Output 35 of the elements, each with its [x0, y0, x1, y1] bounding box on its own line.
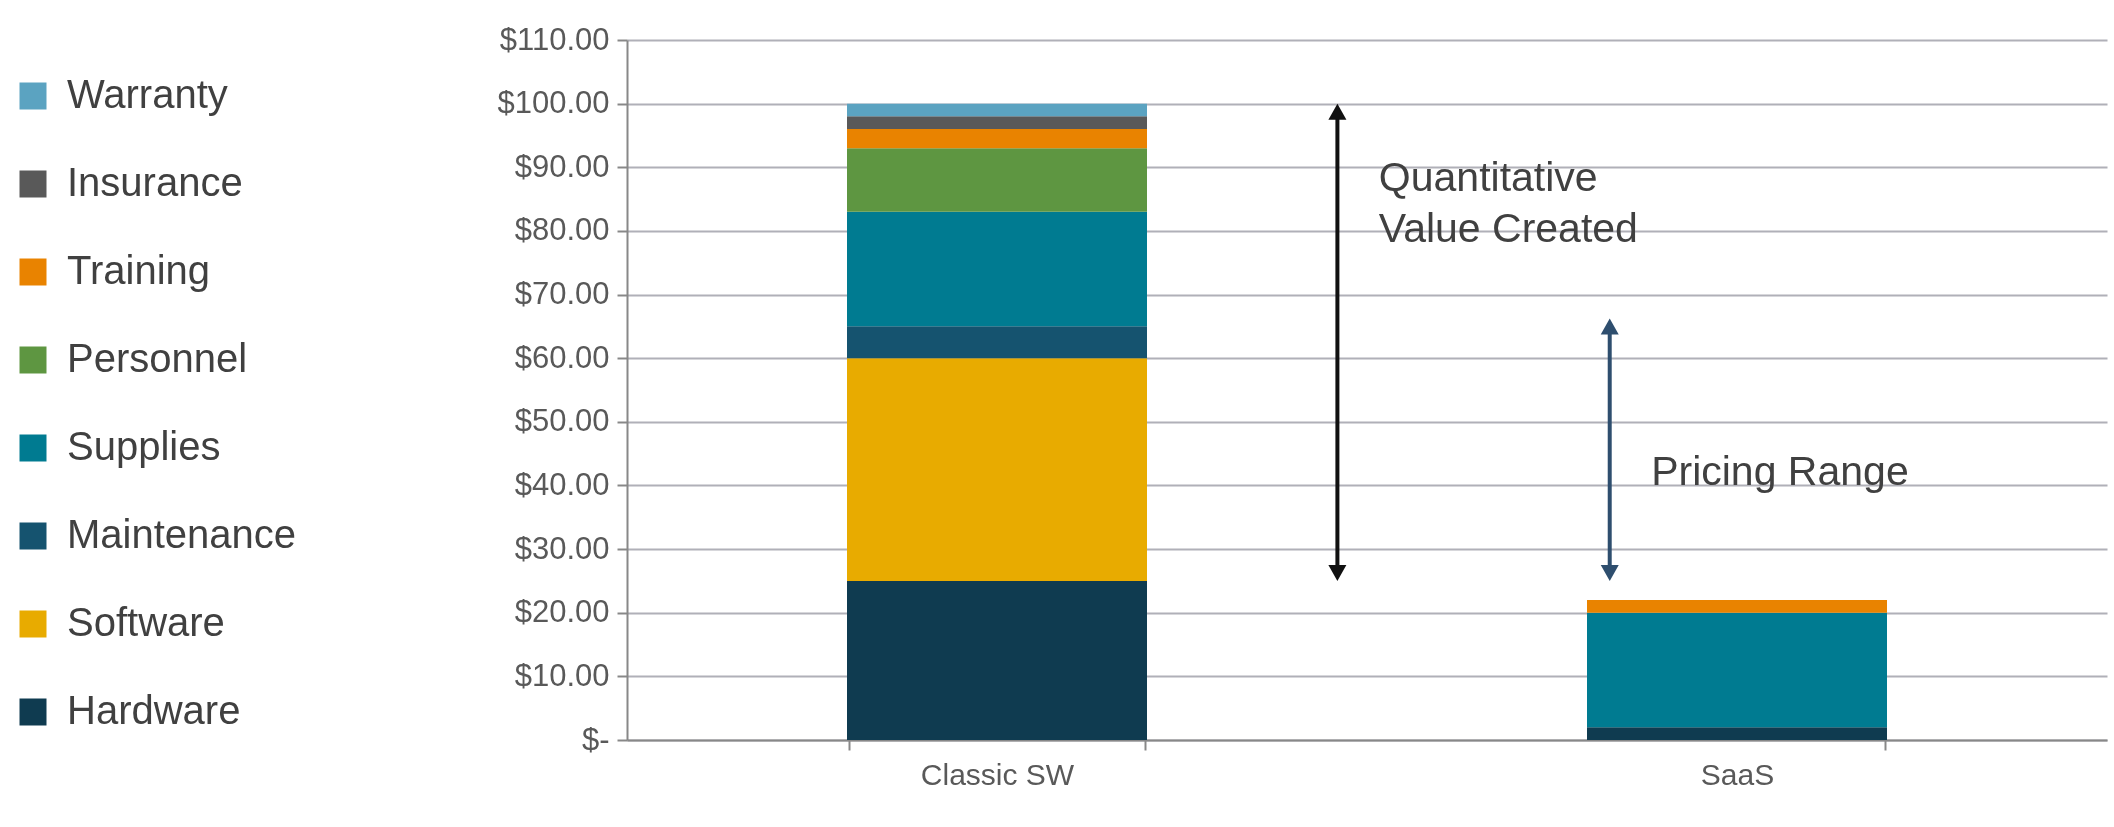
legend-label: Supplies	[67, 424, 221, 468]
y-tick-label: $70.00	[514, 276, 610, 312]
legend-label: Software	[67, 600, 225, 644]
bar	[1587, 600, 1887, 613]
annotation: Pricing Range	[1651, 447, 1910, 496]
legend-label: Maintenance	[67, 512, 297, 556]
bar	[847, 358, 1147, 581]
bar	[1587, 727, 1887, 740]
x-tick-label: SaaS	[1700, 757, 1775, 791]
bar	[847, 129, 1147, 149]
bar	[847, 580, 1147, 740]
x-tick-label: Classic SW	[920, 757, 1075, 791]
legend-label: Training	[67, 248, 211, 292]
legend-label: Personnel	[67, 336, 248, 380]
legend-label: Hardware	[67, 688, 241, 732]
y-tick-label: $100.00	[497, 85, 610, 121]
y-tick-label: $80.00	[514, 212, 610, 248]
y-tick-label: $50.00	[514, 403, 610, 439]
y-tick-label: $40.00	[514, 466, 610, 502]
bar	[1587, 612, 1887, 728]
y-tick-label: $60.00	[514, 339, 610, 375]
bar	[847, 211, 1147, 327]
y-tick-label: $10.00	[514, 657, 610, 693]
y-tick-label: $30.00	[514, 530, 610, 566]
y-tick-label: $90.00	[514, 148, 610, 184]
bar	[847, 116, 1147, 130]
bar	[847, 148, 1147, 212]
y-tick-label: $110.00	[499, 21, 610, 57]
legend-label: Insurance	[67, 160, 243, 204]
annotation: Quantitative Value Created	[1378, 153, 1639, 254]
bar	[847, 326, 1147, 359]
bar	[847, 103, 1147, 117]
legend-label: Warranty	[67, 72, 228, 116]
y-tick-label: $20.00	[514, 594, 610, 630]
y-tick-label: $-	[581, 721, 610, 757]
